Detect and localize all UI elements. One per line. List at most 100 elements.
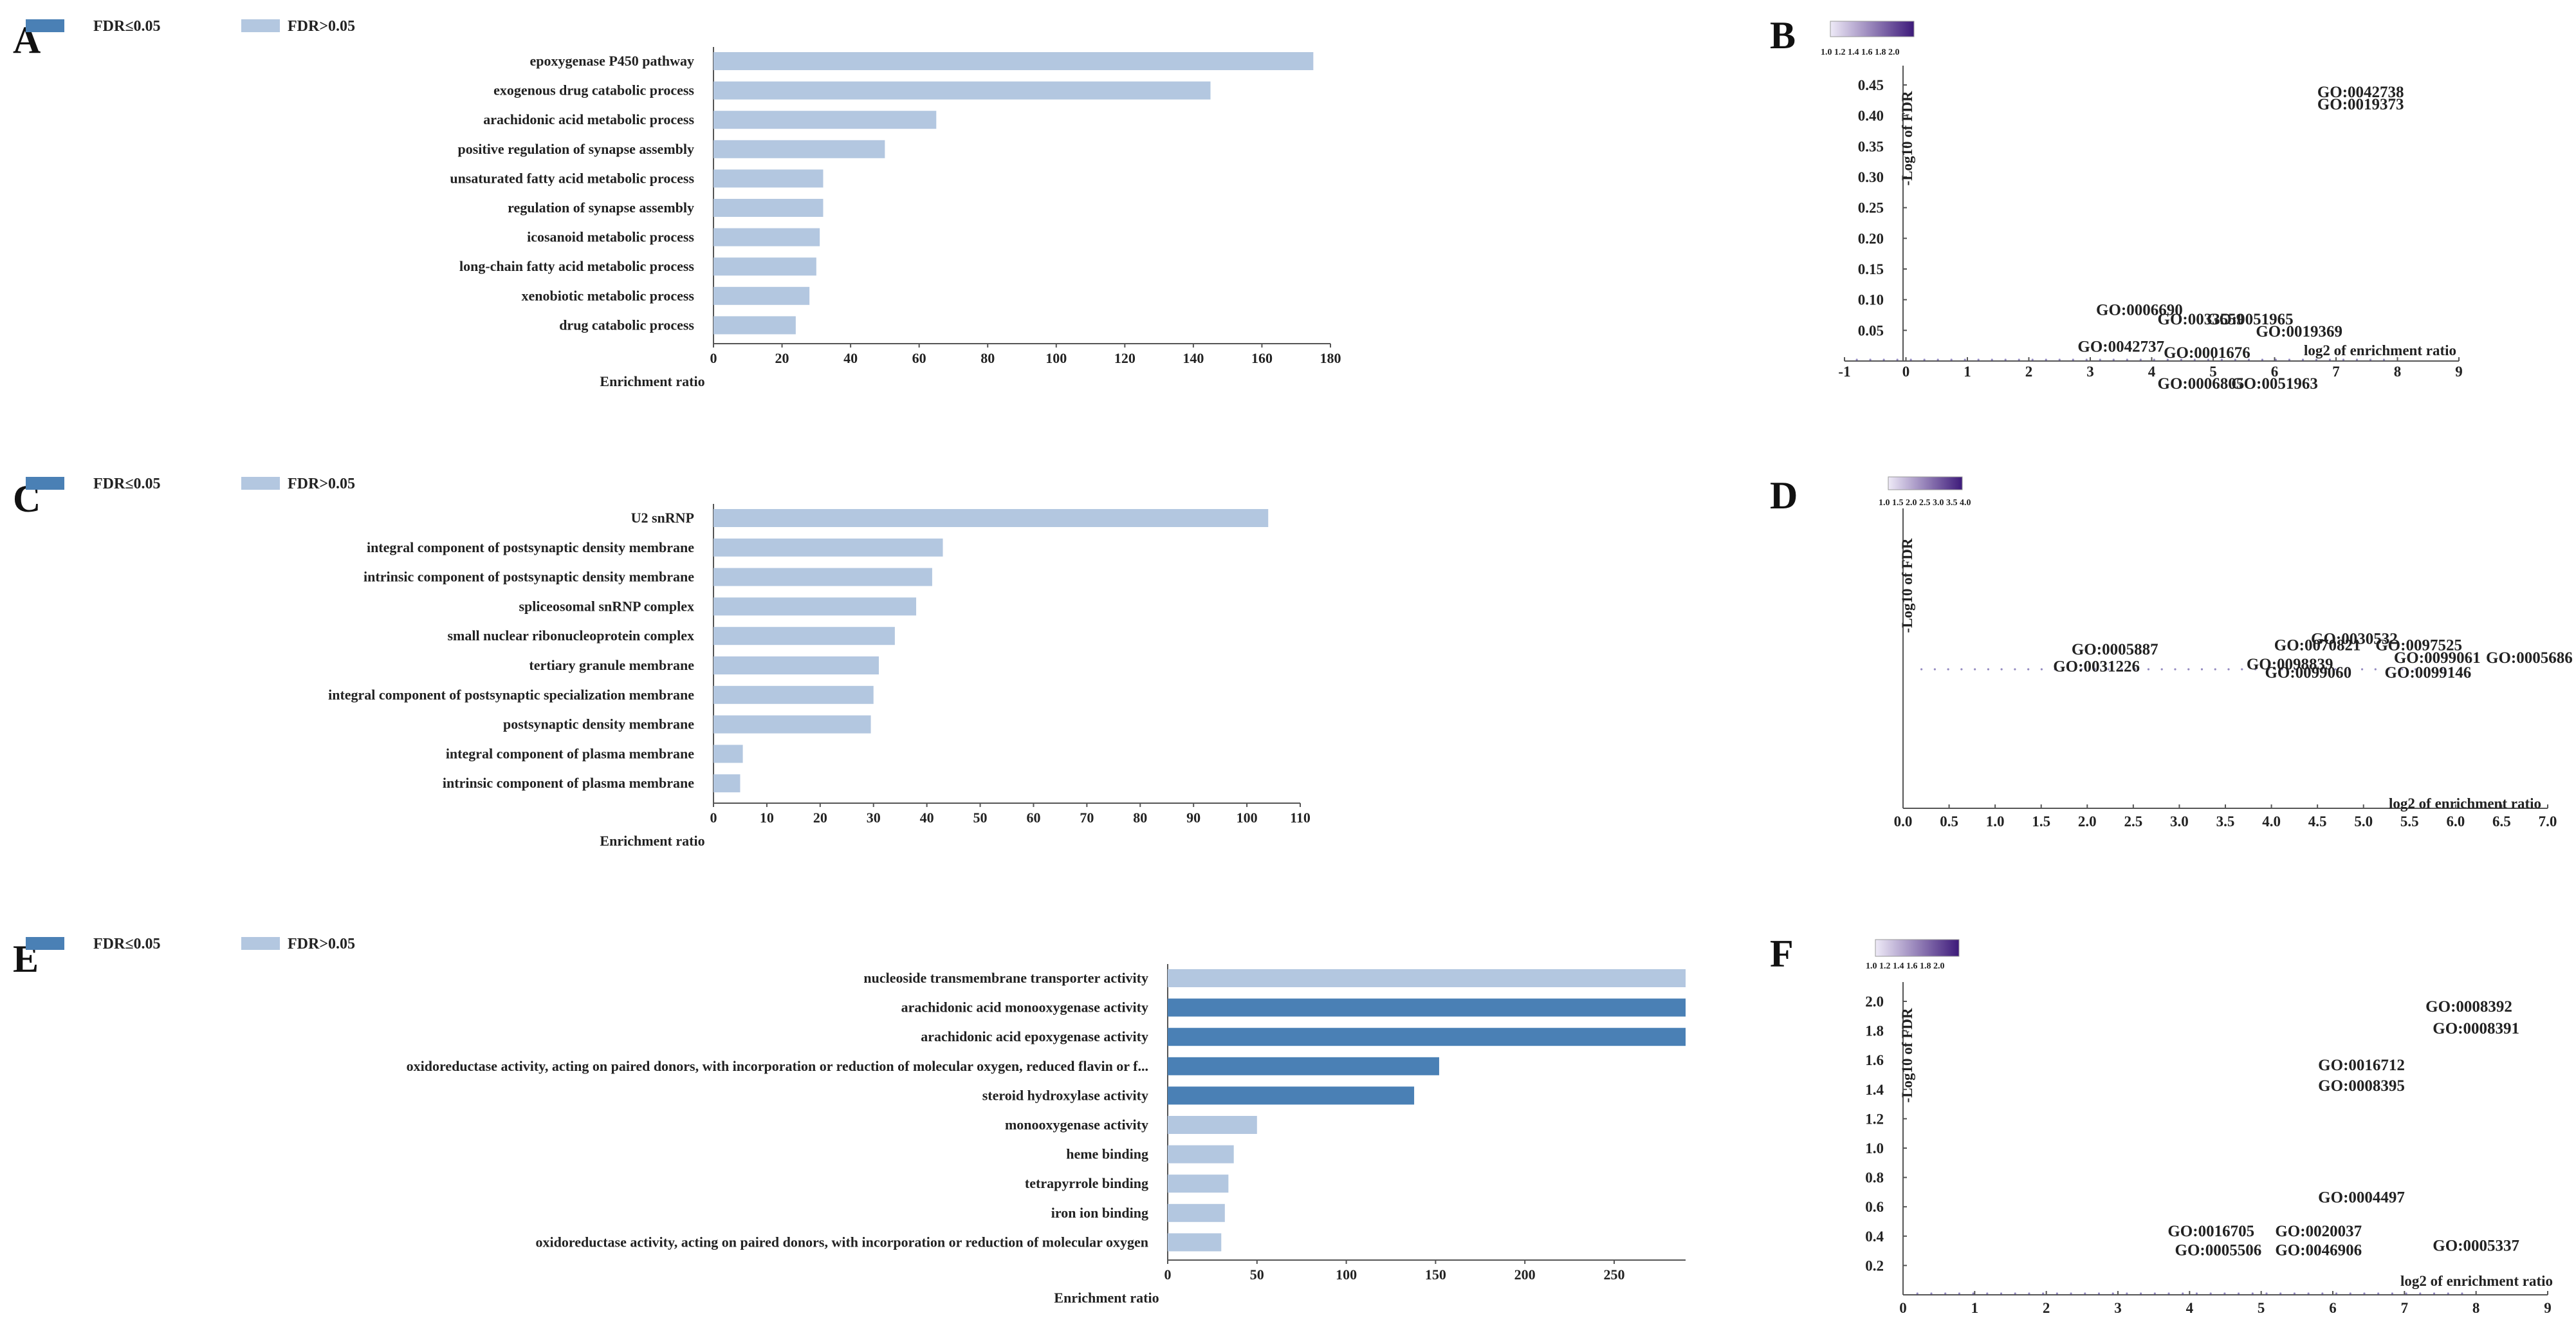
scatter-point	[2153, 358, 2155, 361]
scatter-point	[2315, 358, 2318, 361]
x-tick-label: -1	[1838, 364, 1850, 380]
go-term-label: GO:0006690	[2096, 302, 2183, 319]
x-tick-label: 0.5	[1940, 813, 1958, 830]
scatter-point	[1987, 668, 1990, 671]
x-tick-label: 20	[813, 810, 827, 826]
bar-C-7	[713, 715, 871, 734]
x-tick-label: 90	[1186, 810, 1201, 826]
scatter-point	[2307, 668, 2310, 671]
bar-C-8	[713, 745, 743, 763]
scatter-point	[2180, 358, 2182, 361]
scatter-point	[2461, 1292, 2463, 1295]
scatter-point	[2335, 1292, 2338, 1295]
scatter-point	[2279, 1292, 2282, 1295]
scatter-point	[2139, 358, 2142, 361]
x-tick-label: 100	[1045, 350, 1067, 366]
go-term-label: GO:0030532	[2311, 630, 2398, 647]
x-tick-label: 10	[760, 810, 774, 826]
scatter-point	[2081, 668, 2083, 671]
y-tick-label: 2.0	[1865, 994, 1884, 1010]
y-tick-label: 0.45	[1858, 77, 1884, 93]
scatter-point	[2111, 1292, 2114, 1295]
x-tick-label: 2.0	[2078, 813, 2097, 830]
scatter-point	[2247, 358, 2250, 361]
y-tick-label: 0.4	[1865, 1229, 1884, 1245]
scatter-point	[2097, 1292, 2101, 1295]
legend-swatch-nonsig	[241, 477, 280, 490]
category-label: spliceosomal snRNP complex	[519, 598, 694, 614]
x-axis-title: log2 of enrichment ratio	[2400, 1273, 2553, 1289]
category-label: intrinsic component of postsynaptic dens…	[363, 569, 694, 585]
scatter-point	[1974, 668, 1976, 671]
go-term-label: GO:0033559	[2158, 311, 2245, 328]
x-tick-label: 4.5	[2308, 813, 2327, 830]
bar-C-6	[713, 685, 874, 704]
category-label: nucleoside transmembrane transporter act…	[863, 970, 1148, 986]
x-tick-label: 50	[1250, 1267, 1264, 1283]
go-term-label: GO:0008395	[2318, 1077, 2405, 1095]
x-tick-label: 80	[980, 350, 995, 366]
category-label: integral component of postsynaptic densi…	[367, 539, 694, 555]
scatter-point	[2267, 668, 2270, 671]
category-label: tetrapyrrole binding	[1025, 1175, 1148, 1191]
scatter-point	[2355, 358, 2359, 361]
scatter-point	[2227, 668, 2230, 671]
scatter-point	[2382, 358, 2386, 361]
scatter-point	[1896, 358, 1899, 361]
go-term-label: GO:0016705	[2167, 1223, 2254, 1240]
bar-C-3	[713, 597, 917, 616]
go-term-label: GO:0016712	[2318, 1057, 2405, 1074]
scatter-point	[2028, 1292, 2030, 1295]
category-label: arachidonic acid metabolic process	[483, 111, 694, 127]
x-tick-label: 1	[1964, 364, 1971, 380]
scatter-point	[2288, 358, 2291, 361]
scatter-point	[2274, 358, 2277, 361]
scatter-point	[2254, 668, 2257, 671]
x-tick-label: 7	[2332, 364, 2340, 380]
scatter-point	[2042, 1292, 2045, 1295]
go-term-label: GO:0098839	[2247, 656, 2333, 673]
y-axis-title: -Log10 of FDR	[1899, 91, 1915, 185]
bar-E-6	[1168, 1145, 1234, 1164]
scatter-point	[2070, 1292, 2072, 1295]
x-tick-label: 180	[1320, 350, 1341, 366]
x-tick-label: 80	[1133, 810, 1147, 826]
scatter-point	[1972, 1292, 1974, 1295]
scatter-point	[1916, 1292, 1918, 1295]
scatter-point	[2040, 668, 2043, 671]
scatter-point	[2153, 1292, 2156, 1295]
scatter-point	[2294, 668, 2297, 671]
x-tick-label: 60	[912, 350, 926, 366]
scatter-point	[2391, 1292, 2394, 1295]
legend-swatch-sig	[26, 19, 64, 32]
category-label: oxidoreductase activity, acting on paire…	[407, 1058, 1148, 1074]
scatter-point	[2004, 358, 2007, 361]
x-tick-label: 0	[1164, 1267, 1172, 1283]
bar-A-7	[713, 257, 816, 276]
scatter-point	[2072, 358, 2074, 361]
y-tick-label: 0.8	[1865, 1170, 1884, 1186]
bar-C-9	[713, 774, 741, 793]
category-label: tertiary granule membrane	[529, 657, 694, 673]
x-tick-label: 6	[2329, 1300, 2337, 1316]
scatter-point	[2126, 1292, 2128, 1295]
bar-E-3	[1168, 1057, 1439, 1075]
scatter-point	[1964, 358, 1966, 361]
y-tick-label: 1.0	[1865, 1140, 1884, 1156]
x-tick-label: 1.0	[1986, 813, 2005, 830]
x-tick-label: 5.5	[2400, 813, 2419, 830]
go-term-label: GO:0001676	[2164, 344, 2250, 362]
legend-label-sig: FDR≤0.05	[93, 936, 161, 952]
go-term-label: GO:0031226	[2053, 658, 2140, 675]
y-axis-title: -Log10 of FDR	[1899, 1008, 1915, 1102]
scatter-point	[1950, 358, 1953, 361]
x-tick-label: 1.5	[2032, 813, 2050, 830]
scatter-point	[2265, 1292, 2268, 1295]
category-label: epoxygenase P450 pathway	[530, 53, 694, 69]
scatter-point	[2447, 1292, 2449, 1295]
x-tick-label: 1	[1971, 1300, 1979, 1316]
scatter-point	[2419, 1292, 2422, 1295]
scatter-point	[2107, 668, 2110, 671]
colorbar-B	[1830, 21, 1915, 37]
